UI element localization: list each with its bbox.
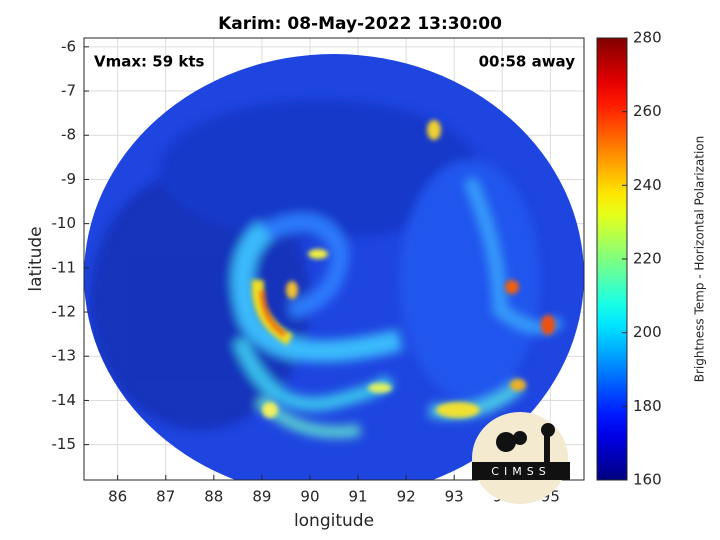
x-tick-label: 90 [300, 488, 319, 506]
y-tick-label: -7 [61, 82, 76, 100]
logo: CIMSS [472, 412, 570, 504]
y-tick-label: -6 [61, 37, 76, 55]
y-tick-label: -11 [52, 258, 77, 276]
satellite-image [84, 54, 584, 480]
y-tick-label: -14 [52, 391, 77, 409]
logo-text: CIMSS [491, 465, 550, 478]
y-tick-label: -8 [61, 126, 76, 144]
ticks: 86878889909192939495-15-14-13-12-11-10-9… [52, 37, 560, 505]
annotation: Vmax: 59 kts [94, 53, 204, 71]
colorbar-tick-label: 260 [633, 102, 662, 120]
colorbar-tick-label: 160 [633, 471, 662, 489]
x-tick-label: 92 [397, 488, 416, 506]
y-tick-label: -15 [52, 435, 77, 453]
colorbar-tick-label: 240 [633, 176, 662, 194]
x-axis-label: longitude [294, 511, 374, 531]
chart-title: Karim: 08-May-2022 13:30:00 [218, 14, 502, 34]
annotation: 00:58 away [479, 53, 576, 71]
x-tick-label: 89 [252, 488, 271, 506]
colorbar-tick-label: 200 [633, 323, 662, 341]
x-tick-label: 91 [348, 488, 367, 506]
colorbar-label: Brightness Temp - Horizontal Polarizatio… [693, 136, 707, 383]
colorbar-tick-label: 280 [633, 29, 662, 47]
x-tick-label: 86 [108, 488, 127, 506]
y-tick-label: -12 [52, 303, 77, 321]
colorbar-tick-label: 180 [633, 397, 662, 415]
x-tick-label: 87 [156, 488, 175, 506]
y-tick-label: -9 [61, 170, 76, 188]
colorbar-tick-label: 220 [633, 250, 662, 268]
plot-frame [83, 37, 585, 481]
y-tick-label: -13 [52, 347, 77, 365]
y-tick-label: -10 [52, 214, 77, 232]
x-tick-label: 93 [445, 488, 464, 506]
x-tick-label: 88 [204, 488, 223, 506]
y-axis-label: latitude [26, 226, 46, 291]
